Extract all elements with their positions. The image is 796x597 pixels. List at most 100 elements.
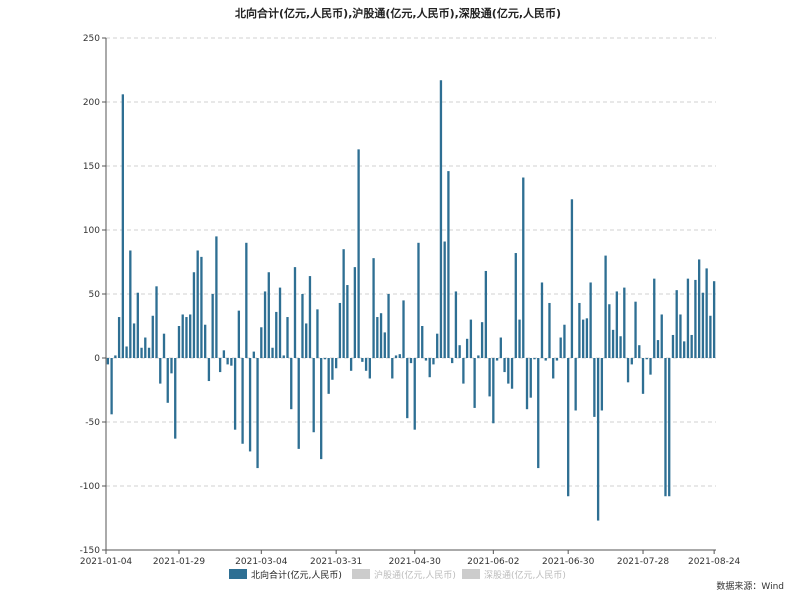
bar (567, 358, 570, 497)
bar (630, 358, 633, 365)
legend-label: 北向合计(亿元,人民币) (251, 569, 342, 581)
bar (346, 285, 349, 358)
bar (334, 358, 338, 369)
bar (604, 255, 607, 358)
y-tick-label: 50 (89, 290, 101, 300)
bar (428, 358, 431, 378)
y-tick-label: 200 (83, 98, 100, 108)
bar (432, 358, 435, 365)
bar (522, 177, 525, 358)
bar (196, 250, 199, 358)
bar (649, 358, 652, 375)
bar (443, 241, 446, 358)
bar (147, 347, 151, 358)
bar (600, 358, 604, 411)
bar (634, 301, 637, 358)
bar (207, 358, 211, 382)
bar (215, 236, 218, 358)
bar (162, 333, 166, 358)
x-axis: 2021-01-04 2021-01-29 2021-03-04 2021-03-31… (80, 549, 741, 567)
bar (402, 300, 405, 358)
bar (383, 332, 386, 358)
bar (218, 358, 222, 373)
bar (372, 258, 375, 358)
bar (387, 294, 390, 358)
bar (364, 358, 368, 371)
bar (417, 242, 420, 358)
bar (226, 358, 229, 365)
bar (409, 358, 413, 364)
bar (331, 358, 334, 380)
bar (690, 334, 693, 358)
bar (267, 272, 270, 358)
bar (671, 334, 675, 358)
bar (121, 94, 124, 358)
bar (241, 358, 244, 444)
legend-label: 沪股通(亿元,人民币) (374, 569, 456, 581)
bar (117, 317, 121, 358)
bar (301, 294, 304, 358)
bar (675, 290, 678, 358)
bar (144, 337, 147, 358)
bar (462, 358, 465, 384)
bar (518, 319, 521, 358)
bar (705, 268, 708, 358)
bar (391, 358, 394, 379)
bar (353, 267, 357, 358)
bar (503, 358, 506, 373)
bar (645, 358, 648, 360)
bar (439, 80, 443, 359)
x-tick-label: 2021-01-04 (80, 557, 133, 567)
bar (286, 317, 289, 358)
bar (570, 199, 574, 358)
bar (379, 313, 383, 358)
bar (406, 358, 409, 419)
legend[interactable]: 北向合计(亿元,人民币) 沪股通(亿元,人民币) 深股通(亿元,人民币) (229, 569, 566, 581)
bar (237, 310, 241, 358)
bar (619, 336, 622, 358)
bar (342, 249, 345, 358)
y-tick-label: 150 (83, 162, 100, 172)
bar (181, 314, 184, 358)
legend-item[interactable]: 沪股通(亿元,人民币) (352, 569, 456, 581)
bar (454, 291, 458, 358)
legend-swatch (229, 569, 247, 579)
bar (275, 311, 278, 358)
x-tick-label: 2021-08-24 (688, 557, 741, 567)
bar (177, 326, 181, 358)
bar (110, 358, 113, 415)
bar (596, 358, 600, 521)
bar (132, 323, 136, 358)
legend-item[interactable]: 深股通(亿元,人民币) (462, 569, 566, 581)
bar (477, 355, 480, 358)
bar (245, 242, 248, 358)
bar (469, 319, 473, 358)
bar (357, 149, 360, 358)
bar (540, 282, 544, 358)
bar (230, 358, 233, 366)
x-tick-label: 2021-01-29 (153, 557, 206, 567)
bar (320, 358, 323, 460)
bar (222, 350, 226, 358)
bar (499, 337, 502, 358)
x-tick-label: 2021-03-31 (310, 557, 362, 567)
legend-item[interactable]: 北向合计(亿元,人民币) (229, 569, 342, 581)
y-tick-label: 0 (94, 354, 100, 364)
bar (615, 291, 618, 358)
bar (293, 267, 297, 358)
y-tick-label: 100 (83, 226, 100, 236)
y-tick-label: -150 (80, 546, 101, 556)
bar (361, 358, 364, 362)
bar (480, 322, 484, 358)
bar (495, 358, 499, 361)
bar (712, 281, 716, 358)
bar (338, 302, 342, 358)
bar (349, 358, 353, 371)
x-tick-label: 2021-04-30 (389, 557, 442, 567)
x-tick-label: 2021-03-04 (235, 557, 288, 567)
bar (125, 346, 128, 358)
bar (316, 309, 319, 358)
bar (492, 358, 495, 424)
bar (559, 337, 562, 358)
